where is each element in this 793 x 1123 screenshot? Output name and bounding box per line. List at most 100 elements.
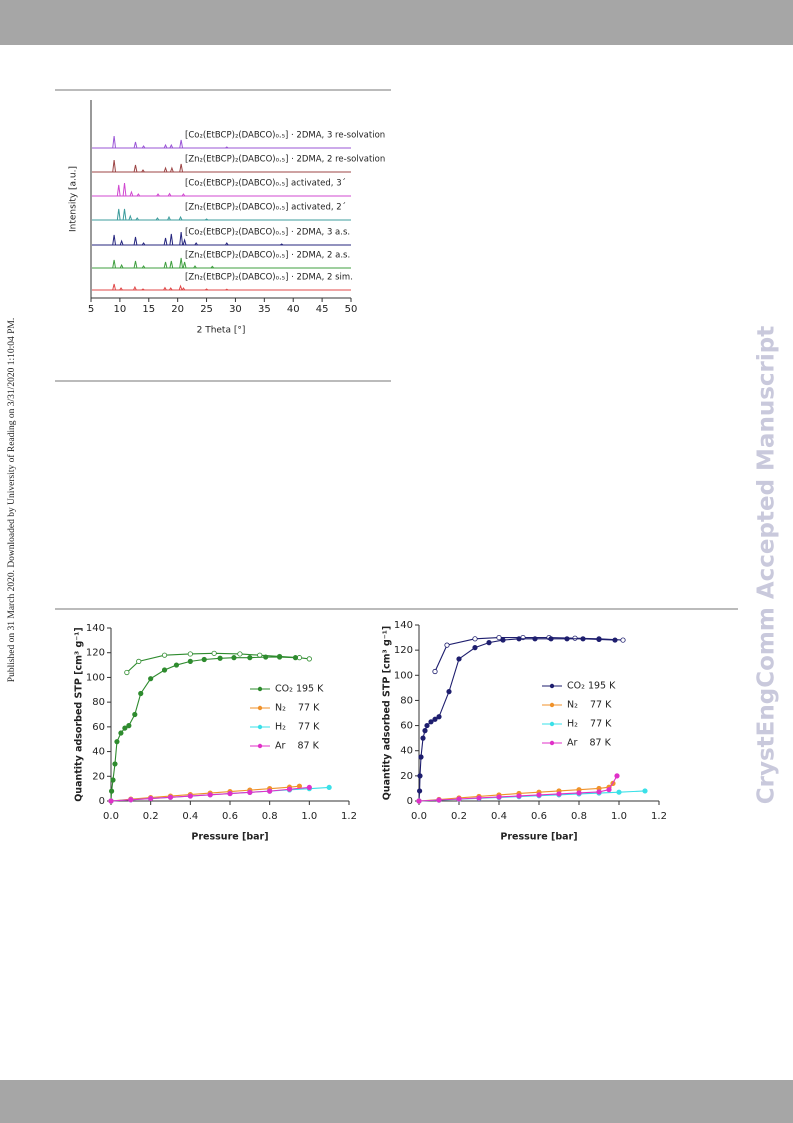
- point: [444, 642, 450, 648]
- x-tick-label: 0.6: [531, 811, 547, 822]
- peak: [178, 284, 183, 291]
- point: [122, 725, 128, 731]
- trace-label: [Co₂(EtBCP)₂(DABCO)₀.₅] · 2DMA, 3 re-sol…: [185, 131, 385, 141]
- peak: [119, 263, 124, 269]
- point: [580, 636, 586, 642]
- x-tick-label: 1.2: [341, 811, 357, 822]
- trace-label: [Zn₂(EtBCP)₂(DABCO)₀.₅] activated, 2´: [185, 202, 346, 213]
- point: [418, 754, 424, 760]
- peak: [112, 259, 117, 269]
- point: [564, 636, 570, 642]
- peak: [119, 287, 123, 291]
- peak: [136, 193, 141, 197]
- x-axis-label: 2 Theta [°]: [197, 326, 246, 336]
- point: [416, 798, 422, 804]
- point: [556, 791, 562, 797]
- x-tick-label: 30: [229, 304, 242, 315]
- x-tick-label: 50: [345, 304, 358, 315]
- point: [432, 668, 438, 675]
- point: [456, 656, 462, 662]
- peak: [178, 215, 183, 221]
- point: [292, 655, 299, 661]
- point: [420, 735, 426, 741]
- peak: [141, 169, 145, 173]
- legend-label: CO₂ 195 K: [275, 684, 324, 695]
- point: [572, 635, 578, 641]
- point: [207, 792, 213, 798]
- peak: [112, 159, 117, 173]
- y-tick-label: 80: [92, 697, 105, 708]
- peak: [163, 286, 167, 291]
- legend-marker: [549, 702, 555, 708]
- point: [227, 790, 233, 797]
- x-tick-label: 20: [171, 304, 184, 315]
- peak: [225, 288, 229, 291]
- point: [436, 714, 442, 720]
- y-tick-label: 100: [394, 670, 413, 681]
- point: [237, 651, 243, 657]
- peak: [112, 234, 117, 246]
- legend-label: Ar 87 K: [567, 738, 612, 749]
- peak: [112, 283, 116, 291]
- point: [112, 761, 118, 767]
- y-tick-label: 80: [400, 695, 413, 706]
- legend-marker: [257, 724, 263, 730]
- peak: [193, 265, 197, 269]
- peak: [181, 193, 186, 197]
- peak: [163, 237, 168, 246]
- y-tick-label: 40: [400, 746, 413, 757]
- y-tick-label: 20: [400, 771, 413, 782]
- point: [548, 636, 554, 642]
- point: [126, 723, 132, 729]
- point: [110, 777, 116, 783]
- legend-marker: [257, 686, 263, 692]
- series-line: [434, 637, 624, 672]
- peak: [163, 143, 168, 149]
- peak: [210, 265, 215, 269]
- y-axis-label: Quantity adsorbed STP [cm³ g⁻¹]: [382, 626, 393, 801]
- peak: [141, 288, 145, 291]
- peak: [128, 214, 133, 221]
- y-tick-label: 120: [86, 648, 105, 659]
- peak: [169, 233, 174, 246]
- x-tick-label: 40: [287, 304, 300, 315]
- point: [614, 773, 620, 779]
- y-tick-label: 20: [92, 771, 105, 782]
- peak: [119, 239, 124, 246]
- peak: [156, 193, 160, 197]
- peak: [194, 242, 198, 246]
- peak: [116, 208, 121, 221]
- peak: [133, 141, 138, 149]
- peak: [133, 260, 138, 269]
- point: [128, 797, 134, 803]
- point: [432, 716, 438, 722]
- x-tick-label: 0.6: [222, 811, 238, 822]
- y-axis-label: Intensity [a.u.]: [69, 166, 79, 232]
- x-tick-label: 45: [316, 304, 329, 315]
- point: [516, 636, 522, 642]
- peak: [168, 287, 173, 291]
- x-axis-label: Pressure [bar]: [500, 832, 577, 843]
- point: [416, 788, 423, 794]
- y-tick-label: 140: [86, 623, 105, 634]
- point: [124, 669, 130, 676]
- point: [148, 676, 154, 682]
- point: [486, 639, 492, 646]
- point: [217, 655, 223, 661]
- x-tick-label: 0.8: [262, 811, 278, 822]
- point: [606, 787, 612, 793]
- peak: [170, 166, 174, 173]
- point: [148, 795, 154, 802]
- point: [201, 656, 207, 663]
- peak: [133, 236, 138, 246]
- x-tick-label: 1.0: [301, 811, 317, 822]
- y-tick-label: 60: [92, 722, 105, 733]
- peak: [179, 257, 184, 269]
- footer-bar: [0, 1080, 793, 1123]
- point: [424, 722, 430, 729]
- point: [132, 711, 138, 718]
- peak: [279, 243, 284, 246]
- legend-label: N₂ 77 K: [567, 700, 612, 711]
- legend-label: N₂ 77 K: [275, 703, 320, 714]
- x-tick-label: 0.8: [571, 811, 587, 822]
